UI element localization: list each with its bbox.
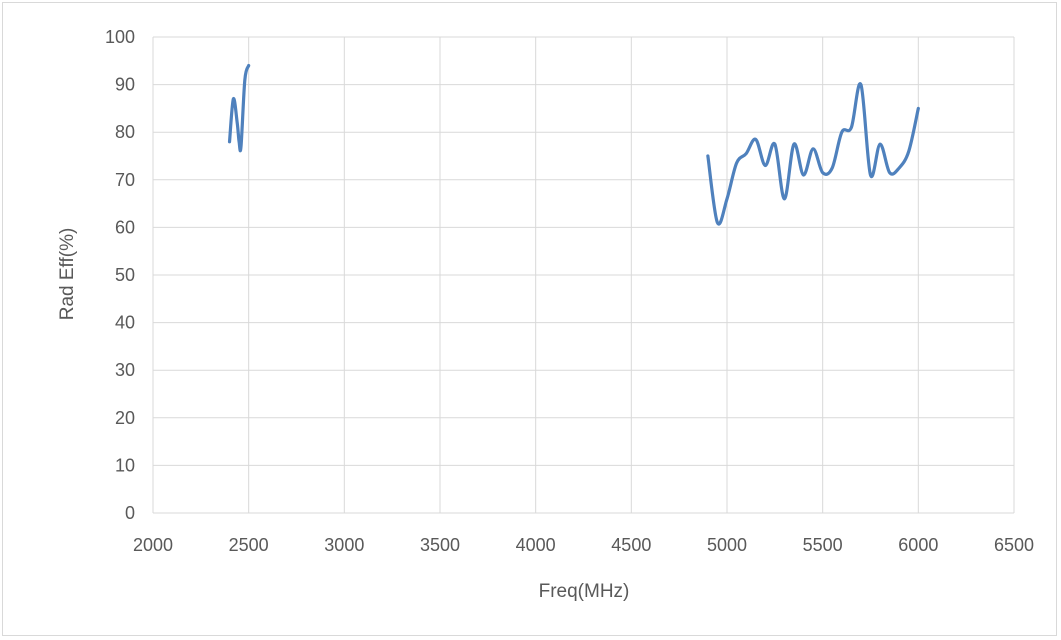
y-axis-tick-labels: 0 10 20 30 40 50 60 70 80 90 100 — [105, 27, 135, 523]
series-line-segment-1 — [227, 63, 251, 153]
x-tick-label-2500: 2500 — [229, 535, 269, 555]
y-tick-label-60: 60 — [115, 217, 135, 237]
y-tick-label-0: 0 — [125, 503, 135, 523]
x-tick-label-4000: 4000 — [516, 535, 556, 555]
gridlines — [152, 36, 1015, 514]
x-axis-title: Freq(MHz) — [539, 581, 630, 602]
y-tick-label-40: 40 — [115, 313, 135, 333]
y-axis-title: Rad Eff(%) — [57, 228, 78, 321]
x-tick-label-4500: 4500 — [611, 535, 651, 555]
y-tick-label-70: 70 — [115, 170, 135, 190]
y-tick-label-30: 30 — [115, 360, 135, 380]
y-tick-label-20: 20 — [115, 408, 135, 428]
series-lines — [227, 63, 920, 226]
y-tick-label-80: 80 — [115, 122, 135, 142]
x-axis-tick-labels: 2000 2500 3000 3500 4000 4500 5000 5500 6000 6500 — [133, 535, 1034, 555]
x-tick-label-5500: 5500 — [803, 535, 843, 555]
y-tick-label-50: 50 — [115, 265, 135, 285]
series-line-segment-2 — [706, 82, 920, 226]
x-tick-label-6500: 6500 — [994, 535, 1034, 555]
x-tick-label-3000: 3000 — [324, 535, 364, 555]
y-tick-label-100: 100 — [105, 27, 135, 47]
x-tick-label-6000: 6000 — [898, 535, 938, 555]
x-tick-label-2000: 2000 — [133, 535, 173, 555]
y-tick-label-90: 90 — [115, 75, 135, 95]
y-tick-label-10: 10 — [115, 455, 135, 475]
x-tick-label-5000: 5000 — [707, 535, 747, 555]
x-tick-label-3500: 3500 — [420, 535, 460, 555]
